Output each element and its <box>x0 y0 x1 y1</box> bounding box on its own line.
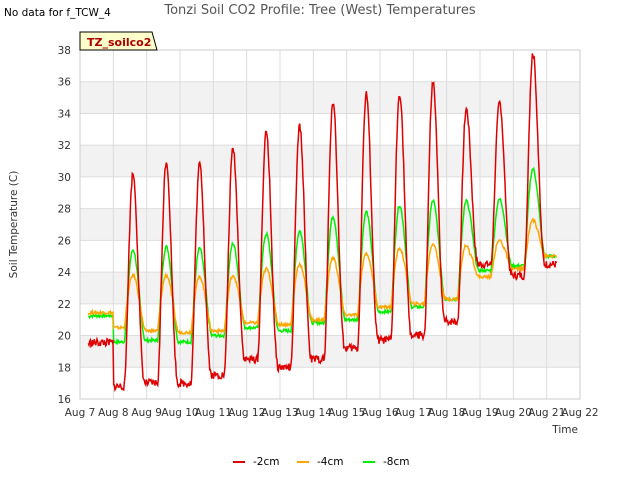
legend-label: -4cm <box>317 456 343 468</box>
legend-label: -8cm <box>383 456 409 468</box>
y-tick-label: 28 <box>58 204 71 216</box>
x-tick-label: Aug 22 <box>561 407 598 419</box>
chart-title: Tonzi Soil CO2 Profile: Tree (West) Temp… <box>164 3 476 18</box>
plot-band <box>80 272 580 304</box>
y-axis-label: Soil Temperature (C) <box>8 171 20 279</box>
y-tick-label: 18 <box>58 362 71 374</box>
plot-band <box>80 335 580 368</box>
x-tick-label: Aug 7 <box>65 407 96 419</box>
x-tick-label: Aug 13 <box>261 407 298 419</box>
y-tick-label: 34 <box>58 108 72 120</box>
legend-label: -2cm <box>253 456 279 468</box>
y-tick-label: 38 <box>58 45 71 57</box>
y-tick-label: 36 <box>58 77 72 89</box>
y-tick-label: 20 <box>58 331 71 343</box>
x-tick-label: Aug 17 <box>395 407 432 419</box>
y-tick-label: 24 <box>58 267 72 279</box>
y-tick-label: 32 <box>58 140 71 152</box>
legend: -2cm -4cm -8cm <box>233 456 409 468</box>
plot-frame <box>79 49 581 400</box>
series-line-minus-2cm <box>87 53 558 393</box>
y-tick-label: 26 <box>58 235 72 247</box>
plot-band <box>80 81 580 114</box>
tag-label: TZ_soilco2 <box>87 36 151 49</box>
x-tick-label: Aug 11 <box>195 407 232 419</box>
y-tick-label: 22 <box>58 299 71 311</box>
x-tick-label: Aug 14 <box>295 407 333 419</box>
x-tick-label: Aug 10 <box>161 407 198 419</box>
series-line-minus-4cm <box>87 217 558 336</box>
no-data-note: No data for f_TCW_4 <box>4 7 111 19</box>
x-tick-label: Aug 18 <box>428 407 465 419</box>
x-axis-label: Time <box>551 424 578 436</box>
series-lines <box>87 53 558 393</box>
x-tick-label: Aug 8 <box>98 407 129 419</box>
x-tick-label: Aug 20 <box>495 407 532 419</box>
y-tick-label: 30 <box>58 172 71 184</box>
tz-soilco2-tag: TZ_soilco2 <box>79 31 158 51</box>
x-tick-label: Aug 16 <box>361 407 399 419</box>
x-tick-label: Aug 9 <box>131 407 162 419</box>
y-tick-label: 16 <box>58 394 72 406</box>
x-tick-label: Aug 12 <box>228 407 265 419</box>
y-tick-labels: 16 18 20 22 24 26 28 30 32 34 36 38 <box>58 45 72 406</box>
x-tick-label: Aug 19 <box>461 407 498 419</box>
x-tick-label: Aug 21 <box>528 407 565 419</box>
x-tick-label: Aug 15 <box>328 407 365 419</box>
